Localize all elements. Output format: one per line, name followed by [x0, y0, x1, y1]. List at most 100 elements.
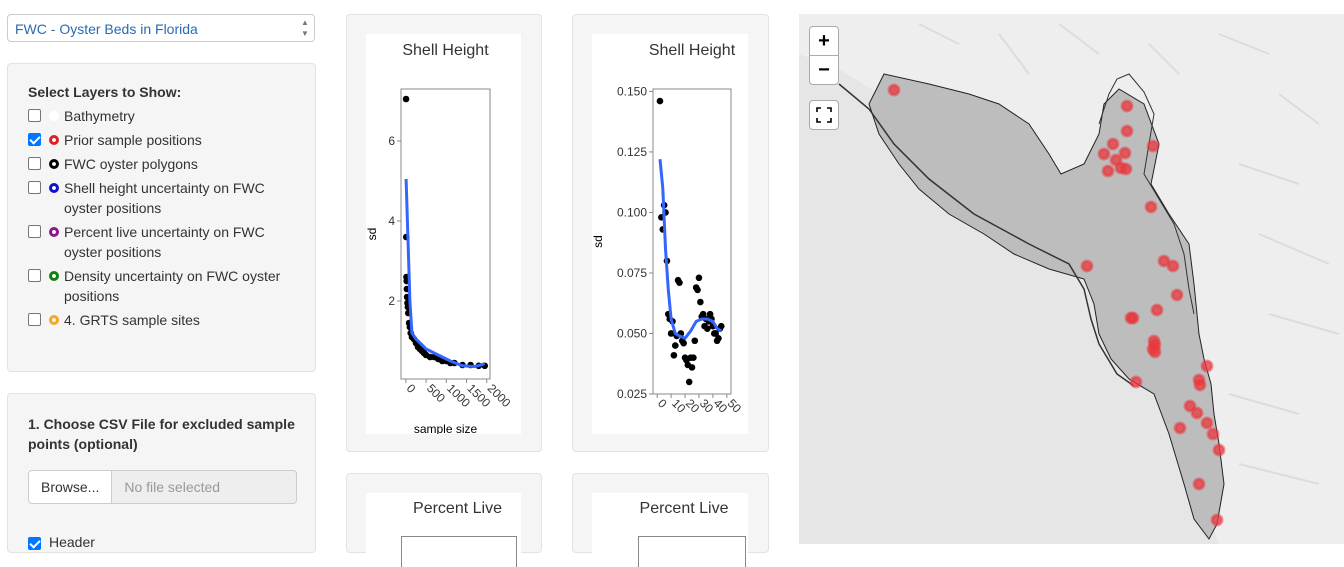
layer-color-icon: [49, 271, 59, 281]
sample-marker[interactable]: [1200, 416, 1214, 430]
layer-list: Bathymetry Prior sample positions FWC oyst…: [28, 106, 315, 330]
layer-color-icon: [49, 111, 59, 121]
layer-option[interactable]: Bathymetry: [28, 106, 315, 126]
layer-checkbox[interactable]: [28, 269, 41, 282]
data-point: [667, 330, 675, 337]
sample-marker[interactable]: [1193, 378, 1207, 392]
select-arrows-icon: ▲ ▼: [301, 18, 309, 38]
y-axis-label: sd: [592, 235, 605, 248]
layers-panel: Select Layers to Show: Bathymetry Prior s…: [7, 63, 316, 372]
sample-marker[interactable]: [1097, 147, 1111, 161]
data-point: [690, 354, 697, 361]
zoom-in-button[interactable]: +: [809, 26, 839, 56]
y-tick-label: 0.150: [617, 84, 647, 98]
layer-option[interactable]: Density uncertainty on FWC oyster positi…: [28, 266, 315, 306]
layer-checkbox[interactable]: [28, 181, 41, 194]
data-point: [688, 364, 696, 371]
sample-marker[interactable]: [1120, 124, 1134, 138]
sample-marker[interactable]: [1101, 164, 1115, 178]
sample-marker[interactable]: [1146, 139, 1160, 153]
sample-marker[interactable]: [1148, 345, 1162, 359]
sample-marker[interactable]: [1118, 146, 1132, 160]
sample-marker[interactable]: [1120, 99, 1134, 113]
sample-markers: [887, 83, 1226, 527]
percent-live-right-plot-frame: [638, 536, 746, 567]
sample-marker[interactable]: [1150, 303, 1164, 317]
layer-label: Shell height uncertainty on FWC oyster p…: [64, 180, 265, 216]
sample-marker[interactable]: [1119, 162, 1133, 176]
data-point: [691, 337, 699, 345]
layer-color-icon: [49, 227, 59, 237]
percent-live-left-title: Percent Live: [413, 500, 502, 517]
y-tick-label: 0.100: [617, 205, 647, 219]
layer-label: FWC oyster polygons: [64, 156, 198, 172]
plot-frame: [400, 88, 491, 380]
layer-checkbox[interactable]: [28, 225, 41, 238]
y-tick-label: 2: [388, 294, 395, 308]
sample-marker[interactable]: [887, 83, 901, 97]
layer-option[interactable]: FWC oyster polygons: [28, 154, 315, 174]
data-point: [671, 342, 679, 349]
sample-marker[interactable]: [1200, 359, 1214, 373]
y-tick-label: 0.050: [617, 326, 647, 340]
data-point: [670, 351, 678, 359]
sample-marker[interactable]: [1210, 513, 1224, 527]
percent-live-left-plot-frame: [401, 536, 517, 567]
y-axis-label: sd: [366, 228, 379, 241]
data-point: [685, 378, 693, 386]
percent-live-right-title: Percent Live: [639, 500, 729, 517]
smooth-fit-line: [658, 159, 723, 341]
data-point: [712, 330, 719, 337]
layer-checkbox[interactable]: [28, 313, 41, 326]
plot-card-sites: Shell Height 0.025 0.050 0.075 0.100 0.125 0.1…: [591, 34, 748, 451]
file-input[interactable]: Browse... No file selected: [28, 470, 297, 504]
sample-marker[interactable]: [1173, 421, 1187, 435]
smooth-fit-line: [404, 178, 486, 369]
layer-option[interactable]: Percent live uncertainty on FWC oyster p…: [28, 222, 315, 262]
sample-marker[interactable]: [1144, 200, 1158, 214]
layer-checkbox[interactable]: [28, 109, 41, 122]
layer-checkbox[interactable]: [28, 133, 41, 146]
sample-marker[interactable]: [1129, 375, 1143, 389]
layer-color-icon: [49, 135, 59, 145]
dataset-select[interactable]: FWC - Oyster Beds in Florida ▲ ▼: [7, 14, 315, 42]
zoom-out-button[interactable]: −: [809, 55, 839, 85]
sample-marker[interactable]: [1080, 259, 1094, 273]
browse-button[interactable]: Browse...: [28, 470, 113, 504]
fullscreen-button[interactable]: [809, 100, 839, 130]
sample-marker[interactable]: [1106, 137, 1120, 151]
sample-marker[interactable]: [1170, 288, 1184, 302]
layer-option[interactable]: Shell height uncertainty on FWC oyster p…: [28, 178, 315, 218]
data-point: [694, 286, 701, 294]
layer-option[interactable]: Prior sample positions: [28, 130, 315, 150]
sample-marker[interactable]: [1192, 477, 1206, 491]
y-tick-label: 6: [388, 134, 395, 148]
data-point: [699, 310, 707, 318]
sample-marker[interactable]: [1190, 406, 1204, 420]
layer-option[interactable]: 4. GRTS sample sites: [28, 310, 315, 330]
dataset-select-value: FWC - Oyster Beds in Florida: [15, 21, 198, 37]
mainland-roads: [918, 23, 1340, 485]
plot-card-sample-size: Shell Height 2 4 6 0 500 1000 1500 2000 sample si…: [365, 34, 521, 436]
map-canvas[interactable]: [799, 14, 1344, 544]
y-tick-label: 0.025: [617, 387, 647, 401]
sample-marker[interactable]: [1126, 311, 1140, 325]
x-axis-label: sample size: [414, 422, 478, 434]
data-point: [697, 298, 704, 306]
chart-title: Shell Height: [402, 42, 489, 59]
header-option[interactable]: Header: [28, 534, 95, 550]
x-tick-label: 0: [404, 381, 419, 396]
data-point: [695, 274, 703, 282]
sample-marker[interactable]: [1206, 427, 1220, 441]
file-name-field: No file selected: [112, 470, 297, 504]
x-tick-label: 50: [725, 396, 745, 416]
barrier-island: [838, 83, 1135, 387]
header-label: Header: [49, 534, 95, 550]
sample-marker[interactable]: [1212, 443, 1226, 457]
sample-marker[interactable]: [1166, 259, 1180, 273]
map[interactable]: + −: [799, 14, 1344, 544]
x-tick-label: 0: [655, 396, 670, 411]
data-point: [402, 95, 410, 103]
layer-checkbox[interactable]: [28, 157, 41, 170]
